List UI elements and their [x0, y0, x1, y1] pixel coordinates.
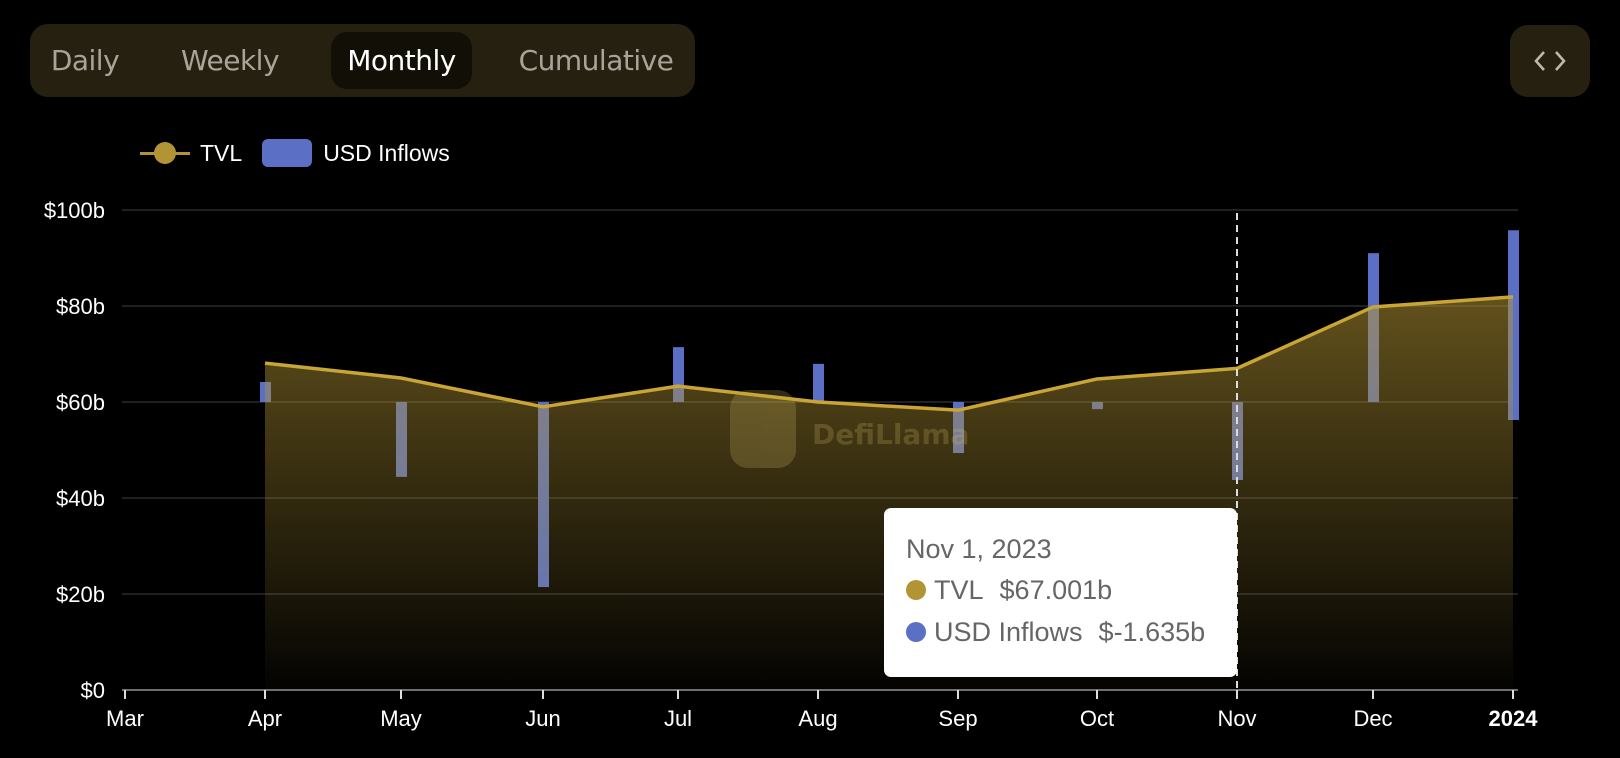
- tooltip-date: Nov 1, 2023: [906, 534, 1052, 564]
- svg-text:2024: 2024: [1489, 706, 1539, 731]
- svg-text:Apr: Apr: [248, 706, 282, 731]
- x-axis: Mar Apr May Jun Jul Aug Sep Oct Nov Dec 2024: [106, 689, 1539, 731]
- chart-legend: TVL USD Inflows: [140, 137, 470, 169]
- tooltip-label: USD Inflows: [934, 616, 1083, 647]
- inflows-dot-icon: [906, 622, 926, 642]
- svg-text:$80b: $80b: [56, 294, 105, 319]
- tab-cumulative[interactable]: Cumulative: [518, 44, 674, 77]
- tooltip-label: TVL: [934, 574, 984, 605]
- legend-item-tvl[interactable]: TVL: [140, 137, 242, 169]
- svg-text:Mar: Mar: [106, 706, 144, 731]
- tooltip-value: $67.001b: [999, 574, 1113, 605]
- tab-daily[interactable]: Daily: [50, 44, 120, 77]
- defillama-watermark: DefiLlama: [730, 390, 969, 468]
- svg-text:Nov: Nov: [1217, 706, 1256, 731]
- tooltip-row-tvl: TVL $67.001b: [906, 569, 1237, 611]
- tooltip-value: $-1.635b: [1098, 616, 1206, 647]
- embed-button[interactable]: [1510, 25, 1590, 97]
- svg-text:Oct: Oct: [1080, 706, 1114, 731]
- y-axis: $0 $20b $40b $60b $80b $100b: [44, 198, 105, 703]
- tab-monthly[interactable]: Monthly: [331, 32, 472, 89]
- legend-item-usd-inflows[interactable]: USD Inflows: [262, 139, 450, 167]
- svg-text:$40b: $40b: [56, 486, 105, 511]
- svg-text:$0: $0: [81, 678, 105, 703]
- svg-text:Aug: Aug: [798, 706, 837, 731]
- interval-tabs: Daily Weekly Monthly Cumulative: [30, 24, 695, 97]
- svg-text:Dec: Dec: [1353, 706, 1392, 731]
- svg-text:$20b: $20b: [56, 582, 105, 607]
- svg-text:Sep: Sep: [938, 706, 977, 731]
- svg-text:Jun: Jun: [525, 706, 560, 731]
- legend-label: USD Inflows: [323, 139, 450, 166]
- tvl-dot-icon: [906, 580, 926, 600]
- svg-text:$60b: $60b: [56, 390, 105, 415]
- tab-weekly[interactable]: Weekly: [180, 44, 280, 77]
- bar-swatch-icon: [262, 139, 313, 167]
- svg-text:May: May: [380, 706, 422, 731]
- svg-text:Jul: Jul: [664, 706, 692, 731]
- tvl-line: [264, 295, 1514, 412]
- tooltip-row-inflows: USD Inflows $-1.635b: [906, 611, 1237, 653]
- chart-tooltip: Nov 1, 2023 TVL $67.001b USD Inflows $-1…: [884, 508, 1237, 677]
- line-marker-icon: [140, 137, 190, 169]
- svg-text:$100b: $100b: [44, 198, 105, 223]
- code-brackets-icon: [1534, 51, 1566, 71]
- legend-label: TVL: [200, 139, 243, 166]
- svg-text:DefiLlama: DefiLlama: [812, 418, 969, 451]
